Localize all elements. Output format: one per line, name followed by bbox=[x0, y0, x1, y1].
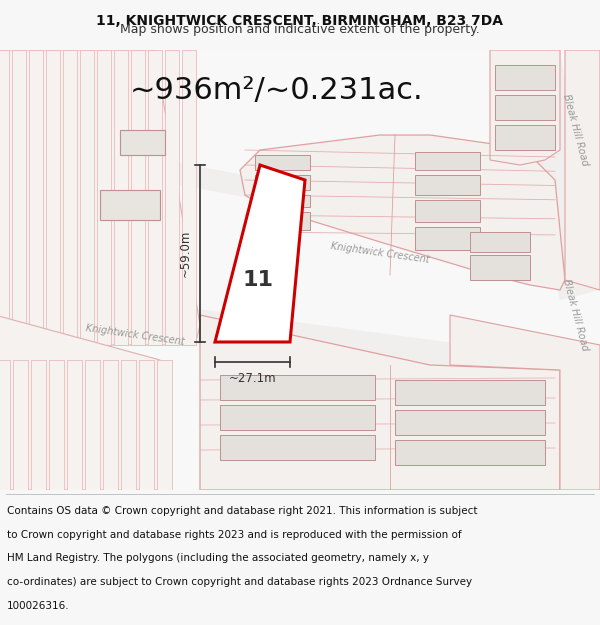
Polygon shape bbox=[240, 135, 565, 290]
Polygon shape bbox=[31, 360, 46, 490]
Polygon shape bbox=[395, 410, 545, 435]
Polygon shape bbox=[49, 360, 64, 490]
Polygon shape bbox=[495, 65, 555, 90]
Polygon shape bbox=[220, 375, 375, 400]
Polygon shape bbox=[85, 360, 100, 490]
Polygon shape bbox=[148, 50, 162, 345]
Polygon shape bbox=[470, 255, 530, 280]
Polygon shape bbox=[415, 227, 480, 250]
Polygon shape bbox=[500, 50, 600, 300]
Text: co-ordinates) are subject to Crown copyright and database rights 2023 Ordnance S: co-ordinates) are subject to Crown copyr… bbox=[7, 577, 472, 587]
Polygon shape bbox=[180, 163, 580, 260]
Polygon shape bbox=[495, 125, 555, 150]
Polygon shape bbox=[67, 360, 82, 490]
Polygon shape bbox=[165, 50, 179, 345]
Text: Knightwick Crescent: Knightwick Crescent bbox=[85, 323, 185, 347]
Polygon shape bbox=[215, 165, 305, 342]
Text: HM Land Registry. The polygons (including the associated geometry, namely x, y: HM Land Registry. The polygons (includin… bbox=[7, 554, 429, 564]
Polygon shape bbox=[63, 50, 77, 345]
Polygon shape bbox=[13, 360, 28, 490]
Polygon shape bbox=[139, 360, 154, 490]
Polygon shape bbox=[114, 50, 128, 345]
Text: Knightwick Crescent: Knightwick Crescent bbox=[330, 241, 430, 265]
Text: Contains OS data © Crown copyright and database right 2021. This information is : Contains OS data © Crown copyright and d… bbox=[7, 506, 478, 516]
Polygon shape bbox=[12, 50, 26, 345]
Text: 11: 11 bbox=[242, 270, 274, 290]
Text: ~27.1m: ~27.1m bbox=[229, 372, 277, 385]
Polygon shape bbox=[0, 280, 600, 400]
Polygon shape bbox=[565, 50, 600, 290]
Text: Bleak Hill Road: Bleak Hill Road bbox=[560, 93, 589, 167]
Polygon shape bbox=[255, 212, 310, 230]
Polygon shape bbox=[0, 50, 200, 345]
Polygon shape bbox=[415, 152, 480, 170]
Polygon shape bbox=[80, 50, 94, 345]
Polygon shape bbox=[220, 435, 375, 460]
Polygon shape bbox=[121, 360, 136, 490]
Polygon shape bbox=[395, 380, 545, 405]
Polygon shape bbox=[415, 200, 480, 222]
Polygon shape bbox=[120, 130, 165, 155]
Polygon shape bbox=[46, 50, 60, 345]
Text: 100026316.: 100026316. bbox=[7, 601, 70, 611]
Polygon shape bbox=[103, 360, 118, 490]
Polygon shape bbox=[182, 50, 196, 345]
Polygon shape bbox=[131, 50, 145, 345]
Polygon shape bbox=[200, 315, 560, 490]
Text: 11, KNIGHTWICK CRESCENT, BIRMINGHAM, B23 7DA: 11, KNIGHTWICK CRESCENT, BIRMINGHAM, B23… bbox=[97, 14, 503, 28]
Text: ~936m²/~0.231ac.: ~936m²/~0.231ac. bbox=[130, 76, 424, 104]
Polygon shape bbox=[415, 175, 480, 195]
Polygon shape bbox=[0, 315, 170, 490]
Polygon shape bbox=[0, 50, 9, 345]
Polygon shape bbox=[470, 232, 530, 252]
Polygon shape bbox=[490, 50, 560, 165]
Polygon shape bbox=[395, 440, 545, 465]
Polygon shape bbox=[100, 190, 160, 220]
Text: to Crown copyright and database rights 2023 and is reproduced with the permissio: to Crown copyright and database rights 2… bbox=[7, 530, 462, 540]
Polygon shape bbox=[255, 195, 310, 207]
Polygon shape bbox=[157, 360, 172, 490]
Polygon shape bbox=[0, 360, 10, 490]
Text: ~59.0m: ~59.0m bbox=[179, 230, 192, 278]
Polygon shape bbox=[255, 155, 310, 170]
Polygon shape bbox=[97, 50, 111, 345]
Polygon shape bbox=[29, 50, 43, 345]
Text: Map shows position and indicative extent of the property.: Map shows position and indicative extent… bbox=[120, 23, 480, 36]
Polygon shape bbox=[450, 315, 600, 490]
Polygon shape bbox=[220, 405, 375, 430]
Polygon shape bbox=[495, 95, 555, 120]
Text: Bleak Hill Road: Bleak Hill Road bbox=[560, 278, 589, 352]
Polygon shape bbox=[255, 175, 310, 190]
